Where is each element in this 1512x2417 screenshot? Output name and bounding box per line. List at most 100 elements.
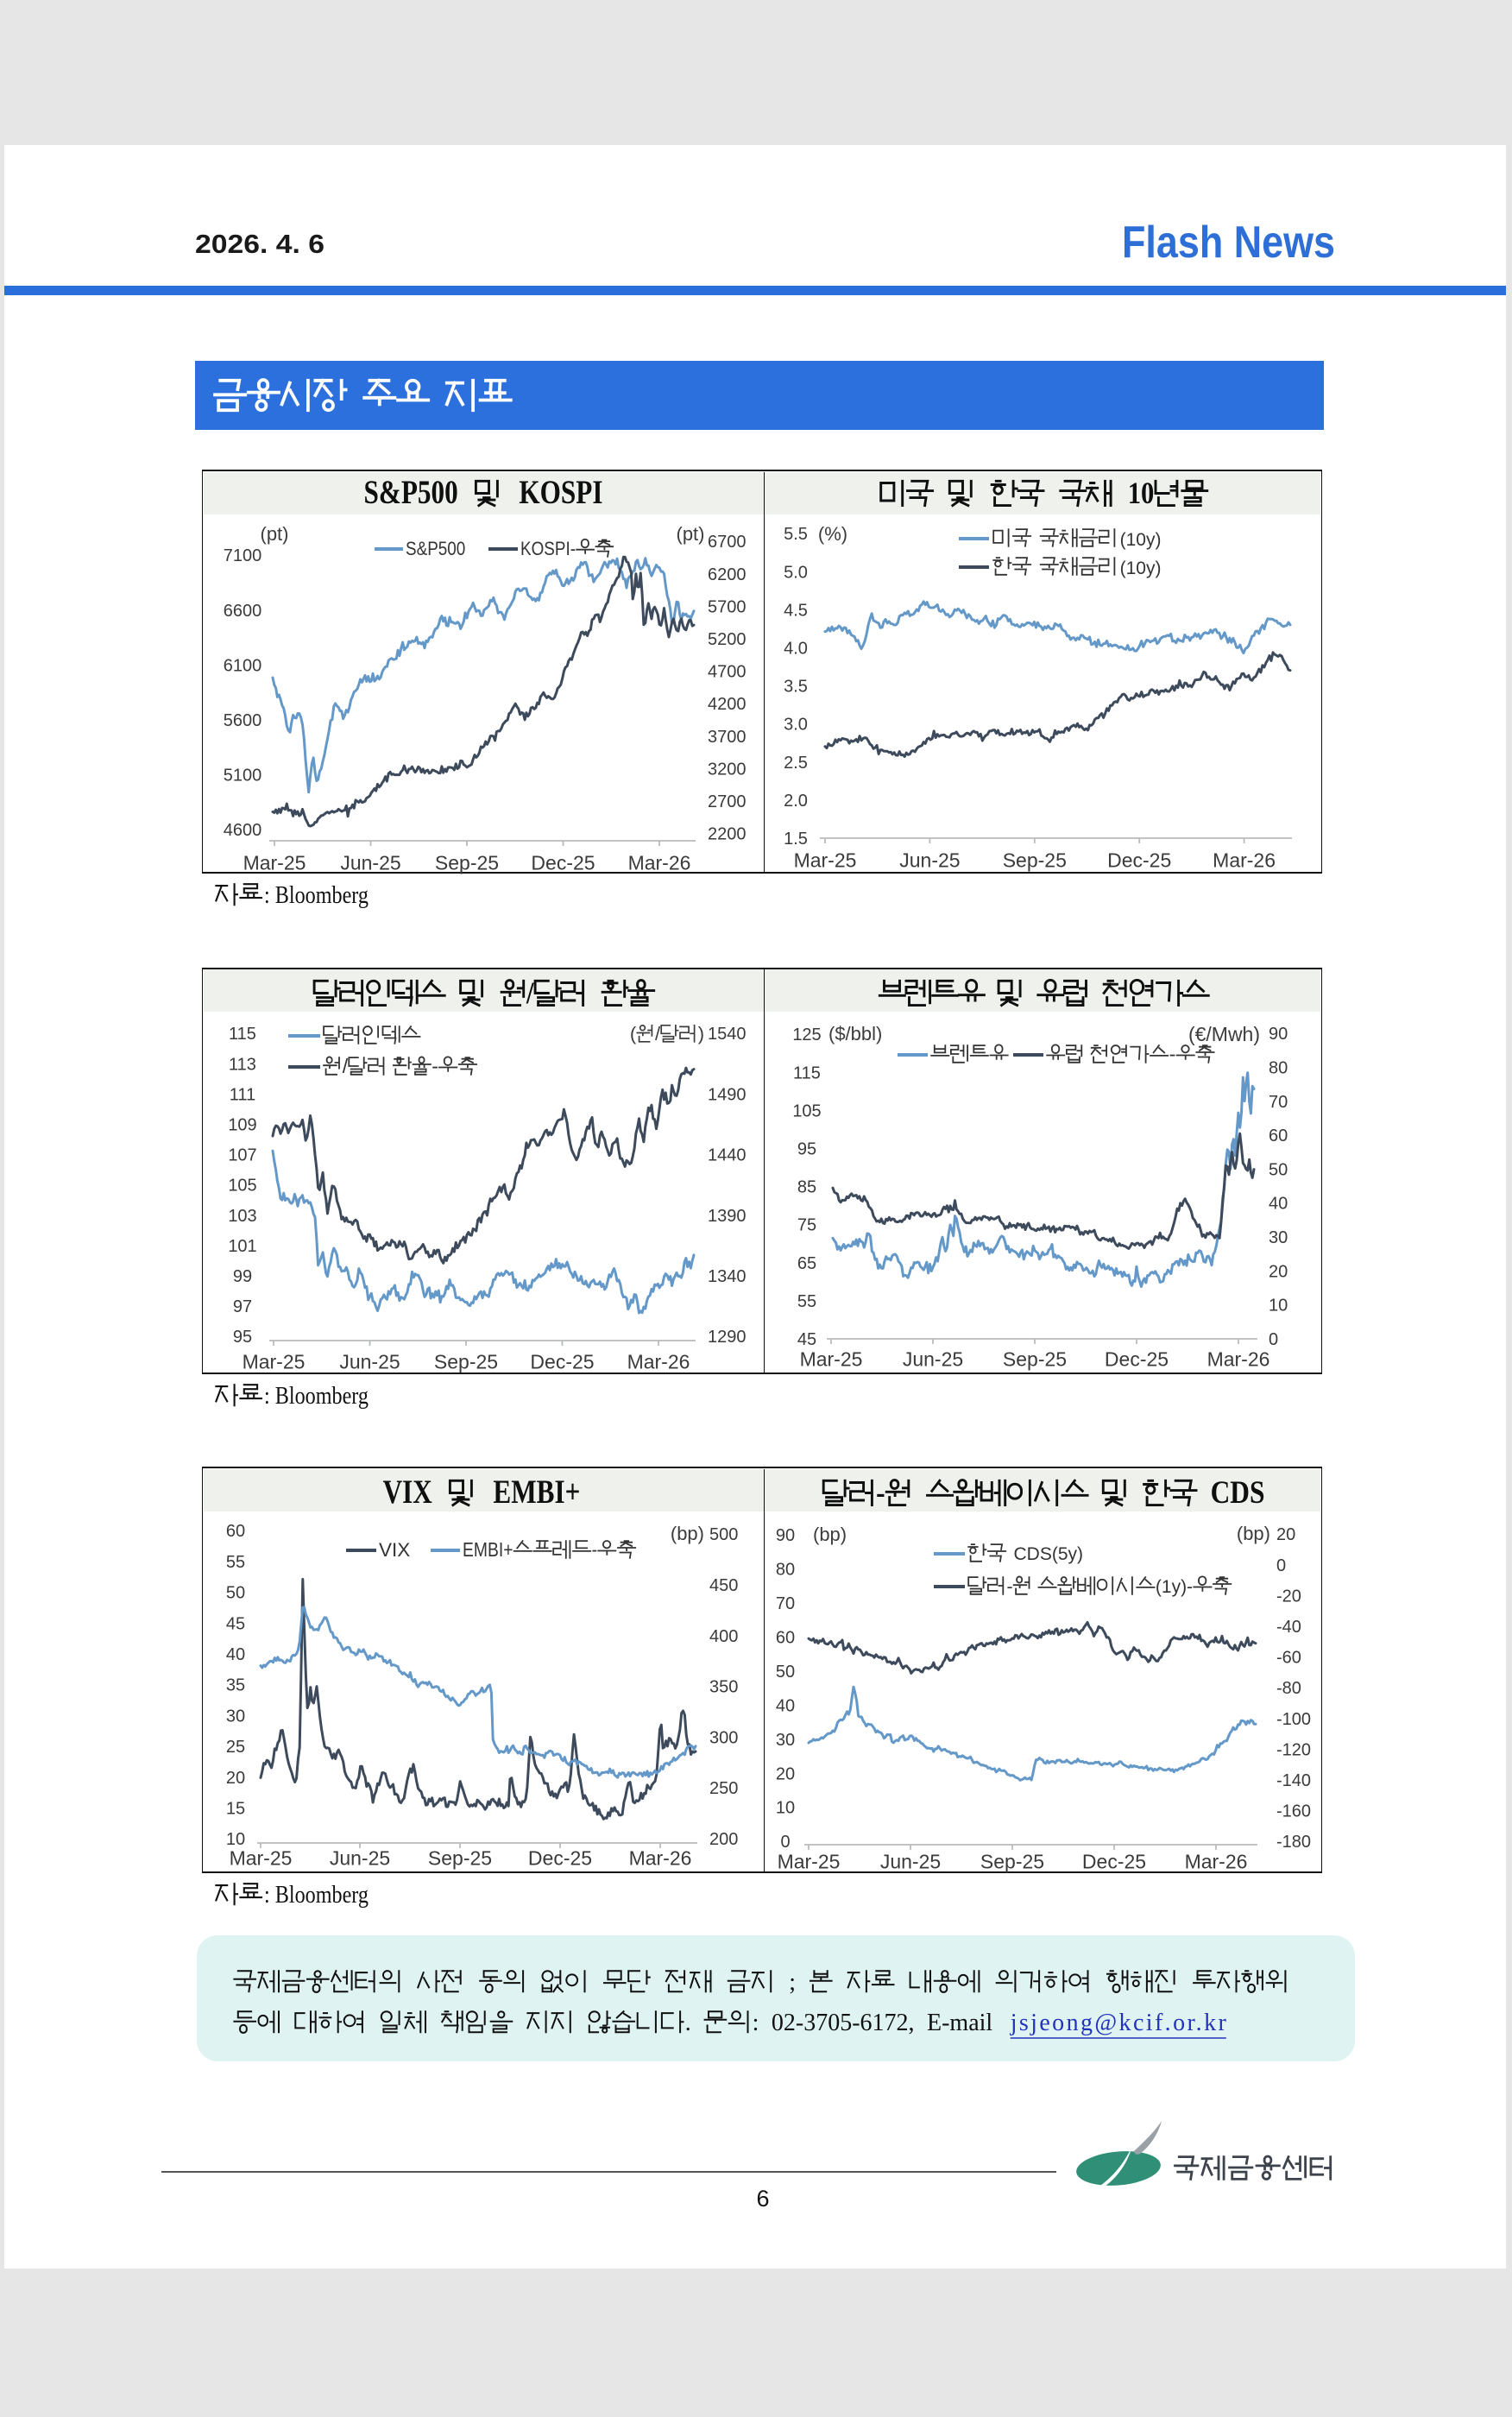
svg-text:Mar-26: Mar-26: [1213, 849, 1276, 871]
svg-text:55: 55: [226, 1553, 245, 1572]
svg-text:(pt): (pt): [261, 523, 289, 545]
svg-text:;: ;: [789, 1969, 796, 1996]
svg-text:Flash News: Flash News: [1122, 218, 1335, 268]
svg-text:6200: 6200: [708, 565, 747, 584]
svg-text:125: 125: [792, 1025, 821, 1044]
svg-text:Mar-26: Mar-26: [1207, 1347, 1270, 1370]
svg-text:105: 105: [792, 1101, 821, 1120]
svg-text:99: 99: [233, 1267, 252, 1286]
svg-text:Sep-25: Sep-25: [435, 851, 499, 874]
svg-text:Sep-25: Sep-25: [1003, 1347, 1067, 1370]
svg-text:Jun-25: Jun-25: [330, 1846, 390, 1869]
svg-text:80: 80: [776, 1561, 795, 1580]
svg-text:1.5: 1.5: [784, 830, 808, 849]
svg-text:5.0: 5.0: [784, 563, 808, 582]
svg-text:2200: 2200: [708, 825, 747, 844]
svg-text:5200: 5200: [708, 630, 747, 649]
svg-text:3.5: 3.5: [784, 678, 808, 697]
svg-text:20: 20: [776, 1764, 795, 1783]
svg-text:-140: -140: [1276, 1771, 1311, 1790]
svg-text:400: 400: [709, 1627, 738, 1646]
svg-text:115: 115: [793, 1063, 821, 1082]
svg-text:Sep-25: Sep-25: [980, 1850, 1044, 1872]
svg-text:E-mail: E-mail: [927, 2010, 992, 2036]
svg-text:: Bloomberg: : Bloomberg: [264, 1882, 369, 1909]
svg-text:45: 45: [797, 1330, 816, 1349]
svg-text:2700: 2700: [708, 792, 747, 811]
svg-text:25: 25: [226, 1738, 245, 1757]
svg-text:Mar-26: Mar-26: [1185, 1850, 1248, 1872]
svg-text:35: 35: [226, 1676, 245, 1695]
svg-text:Jun-25: Jun-25: [880, 1850, 941, 1872]
svg-text:Mar-26: Mar-26: [629, 1846, 692, 1869]
svg-text:111: 111: [230, 1085, 255, 1104]
svg-text:20: 20: [1269, 1262, 1288, 1281]
svg-text:20: 20: [1276, 1525, 1295, 1544]
svg-text:4.5: 4.5: [784, 601, 808, 620]
svg-text:(10y): (10y): [1120, 558, 1162, 578]
svg-text:3700: 3700: [708, 728, 747, 747]
svg-text:-: -: [876, 1475, 885, 1511]
svg-text:109: 109: [228, 1116, 256, 1135]
svg-text:-60: -60: [1276, 1649, 1301, 1668]
svg-text:107: 107: [228, 1146, 256, 1165]
svg-text:1340: 1340: [708, 1267, 747, 1286]
svg-text:5100: 5100: [224, 767, 262, 786]
svg-text:0: 0: [780, 1833, 790, 1852]
svg-text:Mar-25: Mar-25: [243, 851, 306, 874]
svg-text:Dec-25: Dec-25: [1105, 1347, 1169, 1370]
svg-text:30: 30: [1269, 1228, 1288, 1247]
svg-text:5.5: 5.5: [784, 525, 808, 544]
svg-text:55: 55: [797, 1292, 816, 1311]
svg-text:-: -: [592, 1538, 597, 1561]
svg-text:Mar-25: Mar-25: [243, 1350, 306, 1373]
svg-text:Dec-25: Dec-25: [530, 1350, 594, 1373]
svg-text:Mar-25: Mar-25: [800, 1347, 863, 1370]
svg-text:85: 85: [797, 1178, 816, 1197]
svg-text:45: 45: [226, 1614, 245, 1633]
svg-text:350: 350: [709, 1678, 738, 1697]
svg-text:60: 60: [1269, 1126, 1288, 1145]
svg-text:500: 500: [709, 1525, 738, 1544]
svg-text:Sep-25: Sep-25: [1003, 849, 1067, 871]
svg-text:40: 40: [776, 1696, 795, 1715]
svg-text:250: 250: [709, 1779, 738, 1798]
svg-text:Mar-25: Mar-25: [794, 849, 857, 871]
svg-text:.: .: [685, 2010, 691, 2036]
svg-text:-: -: [432, 1055, 438, 1077]
svg-text:Mar-26: Mar-26: [628, 851, 691, 874]
svg-text:-180: -180: [1276, 1833, 1311, 1852]
svg-text:30: 30: [226, 1707, 245, 1726]
svg-text:95: 95: [233, 1328, 252, 1347]
svg-text:Dec-25: Dec-25: [528, 1846, 592, 1869]
svg-text:10: 10: [1128, 476, 1155, 510]
svg-text:50: 50: [776, 1663, 795, 1682]
svg-text:6700: 6700: [708, 533, 747, 552]
svg-text:-: -: [1169, 1043, 1176, 1065]
svg-text:(bp): (bp): [1237, 1523, 1270, 1544]
svg-text:: Bloomberg: : Bloomberg: [264, 1383, 369, 1410]
svg-text:300: 300: [709, 1728, 738, 1747]
svg-text:200: 200: [709, 1830, 738, 1849]
svg-text:103: 103: [228, 1207, 256, 1226]
svg-text:S&P500: S&P500: [364, 474, 458, 511]
svg-text:30: 30: [776, 1731, 795, 1750]
svg-text:101: 101: [228, 1237, 256, 1256]
svg-text:Sep-25: Sep-25: [434, 1350, 498, 1373]
svg-text:0: 0: [1276, 1556, 1286, 1575]
svg-text:EMBI+: EMBI+: [463, 1538, 513, 1561]
svg-text:50: 50: [1269, 1160, 1288, 1179]
svg-text:1440: 1440: [708, 1146, 747, 1165]
svg-text:4.0: 4.0: [784, 640, 808, 659]
svg-text:(bp): (bp): [813, 1524, 847, 1545]
svg-text:4200: 4200: [708, 695, 747, 714]
svg-text:2.0: 2.0: [784, 792, 808, 811]
svg-text:Dec-25: Dec-25: [531, 851, 595, 874]
svg-text:60: 60: [226, 1522, 245, 1541]
svg-text:70: 70: [776, 1594, 795, 1613]
svg-text:($/bbl): ($/bbl): [828, 1023, 882, 1044]
svg-text:6600: 6600: [224, 602, 262, 621]
svg-text:02-3705-6172,: 02-3705-6172,: [772, 2010, 915, 2036]
svg-text:1290: 1290: [708, 1328, 747, 1347]
svg-text:Mar-25: Mar-25: [778, 1850, 841, 1872]
